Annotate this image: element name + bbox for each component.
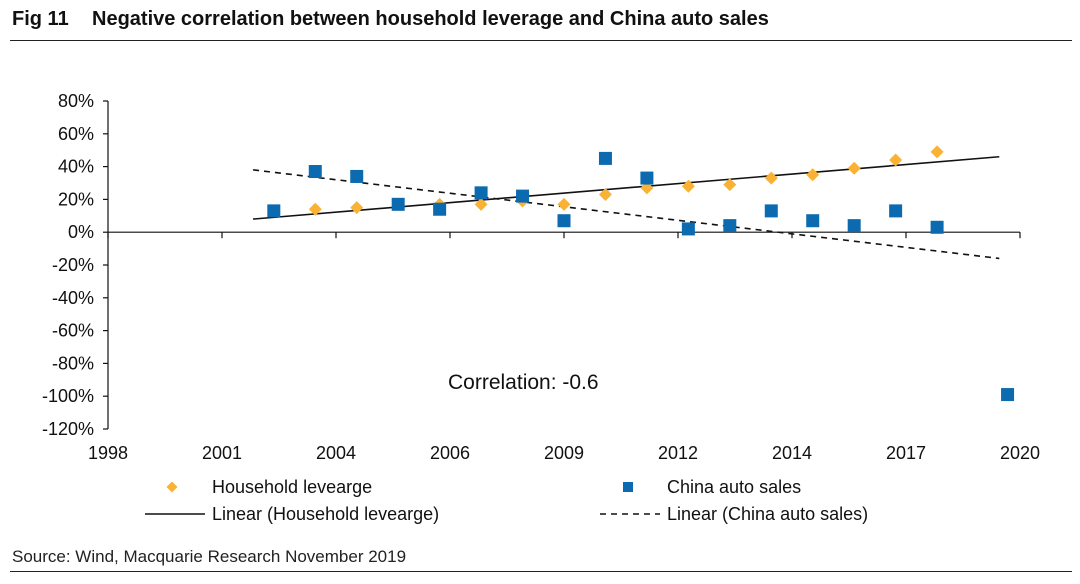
title-divider: [10, 40, 1072, 41]
data-points: [267, 145, 1015, 402]
y-tick-label: 0%: [68, 222, 94, 242]
auto-sales-point: [847, 219, 861, 233]
legend-square-icon: [623, 482, 633, 492]
auto-sales-point: [764, 204, 778, 218]
y-tick-label: -80%: [52, 353, 94, 373]
x-tick-label: 2014: [772, 443, 812, 463]
household-leverage-point: [474, 197, 488, 211]
auto-sales-point: [1001, 388, 1015, 402]
auto-sales-point: [889, 204, 903, 218]
auto-sales-point: [308, 165, 322, 179]
legend-linear-china-auto-sales: Linear (China auto sales): [667, 504, 868, 524]
x-tick-label: 2012: [658, 443, 698, 463]
auto-sales-point: [433, 202, 447, 216]
y-tick-label: -120%: [42, 419, 94, 439]
auto-sales-point: [557, 214, 571, 228]
household-leverage-point: [640, 181, 654, 195]
y-tick-label: 20%: [58, 189, 94, 209]
correlation-annotation: Correlation: -0.6: [448, 371, 599, 394]
y-tick-label: -100%: [42, 386, 94, 406]
x-tick-label: 2001: [202, 443, 242, 463]
figure-title: Negative correlation between household l…: [92, 8, 769, 30]
auto-sales-point: [350, 169, 364, 183]
auto-sales-point: [391, 197, 405, 211]
household-leverage-point: [557, 197, 571, 211]
chart-legend: Household levearge China auto sales Linear…: [145, 477, 868, 524]
footer-divider: [10, 571, 1072, 572]
household-leverage-point: [681, 179, 695, 193]
y-tick-label: 40%: [58, 157, 94, 177]
x-tick-label: 1998: [88, 443, 128, 463]
x-tick-label: 2020: [1000, 443, 1040, 463]
household-leverage-point: [806, 168, 820, 182]
household-leverage-point: [350, 201, 364, 215]
auto-sales-point: [267, 204, 281, 218]
legend-linear-household-leverage: Linear (Household levearge): [212, 504, 439, 524]
y-tick-label: -20%: [52, 255, 94, 275]
trendlines: [252, 155, 1000, 260]
legend-diamond-icon: [166, 481, 178, 493]
figure-title-bar: Fig 11 Negative correlation between house…: [12, 8, 769, 31]
y-tick-label: -40%: [52, 288, 94, 308]
x-tick-label: 2009: [544, 443, 584, 463]
household-leverage-point: [847, 161, 861, 175]
household-leverage-point: [764, 171, 778, 185]
auto-sales-point: [930, 220, 944, 234]
legend-household-leverage: Household levearge: [212, 477, 372, 497]
y-tick-label: 80%: [58, 91, 94, 111]
chart-axes: 80% 60% 40% 20% 0% -20% -40% -60% -80% -100% -120%…: [42, 91, 1040, 463]
household-leverage-point: [930, 145, 944, 159]
household-leverage-point: [723, 178, 737, 192]
household-leverage-point: [598, 187, 612, 201]
legend-china-auto-sales: China auto sales: [667, 477, 801, 497]
auto-sales-trendline: [252, 169, 1000, 260]
auto-sales-point: [681, 222, 695, 236]
auto-sales-point: [723, 219, 737, 233]
source-note: Source: Wind, Macquarie Research Novembe…: [12, 547, 407, 566]
x-tick-label: 2017: [886, 443, 926, 463]
y-tick-label: -60%: [52, 321, 94, 341]
auto-sales-point: [516, 189, 530, 203]
y-tick-label: 60%: [58, 124, 94, 144]
household-leverage-point: [308, 202, 322, 216]
auto-sales-point: [640, 171, 654, 185]
auto-sales-point: [806, 214, 820, 228]
x-tick-label: 2004: [316, 443, 356, 463]
figure-number: Fig 11: [12, 8, 69, 30]
household-leverage-trendline: [253, 155, 1000, 220]
household-leverage-point: [889, 153, 903, 167]
auto-sales-point: [598, 151, 612, 165]
x-tick-label: 2006: [430, 443, 470, 463]
auto-sales-point: [474, 186, 488, 200]
